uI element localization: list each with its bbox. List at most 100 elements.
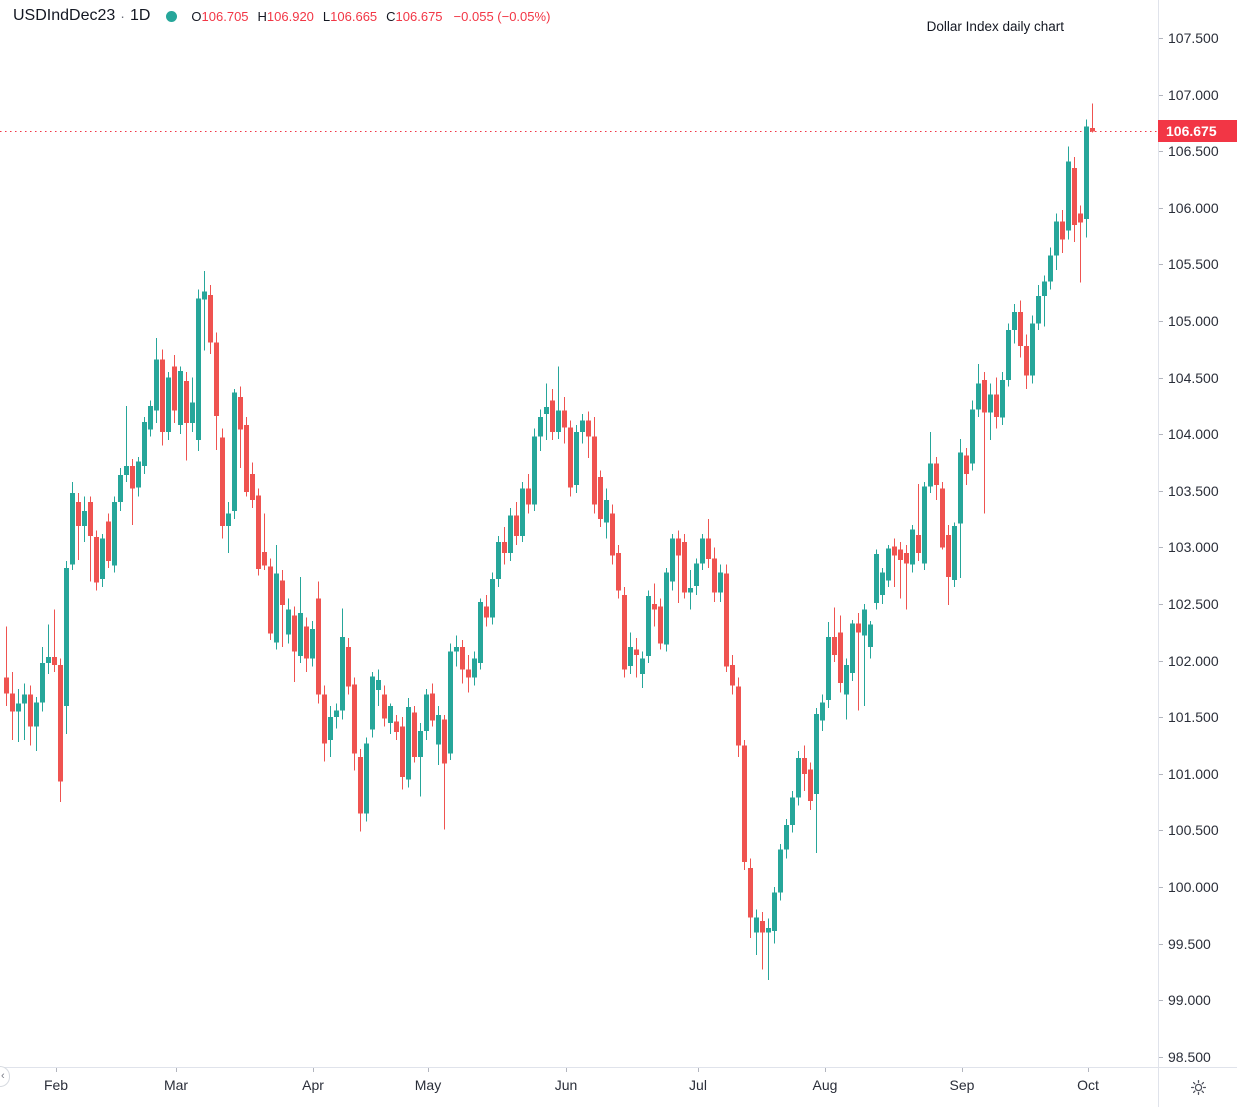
candle <box>526 473 531 514</box>
price-tick-label: 100.000 <box>1168 879 1219 895</box>
candle <box>826 622 831 709</box>
candle <box>76 493 81 560</box>
candle <box>634 638 639 678</box>
candle <box>814 708 819 854</box>
candle <box>730 655 735 695</box>
candle <box>202 271 207 351</box>
candle <box>712 547 717 602</box>
month-label: Sep <box>949 1077 975 1093</box>
candle <box>598 470 603 527</box>
price-tick-label: 106.500 <box>1168 143 1219 159</box>
ohlc-low: L106.665 <box>322 8 378 24</box>
month-label: Apr <box>302 1077 324 1093</box>
candle <box>118 468 123 512</box>
candle <box>184 372 189 461</box>
candle <box>106 513 111 568</box>
candle <box>688 570 693 610</box>
candles-canvas[interactable] <box>0 0 1158 1067</box>
time-tick <box>176 1068 177 1072</box>
candle <box>580 413 585 444</box>
candle <box>586 411 591 458</box>
candle <box>784 819 789 859</box>
candle <box>424 688 429 740</box>
candle <box>508 507 513 561</box>
month-label: Feb <box>43 1077 69 1093</box>
candle <box>352 677 357 771</box>
price-chart-pane[interactable]: USDIndDec23 · 1D O106.705 H106.920 L106.… <box>0 0 1158 1067</box>
candle <box>64 561 69 735</box>
candle <box>754 909 759 955</box>
candle <box>562 396 567 444</box>
timeframe-label[interactable]: 1D <box>129 7 151 24</box>
candle <box>382 685 387 727</box>
candle <box>964 447 969 486</box>
candle <box>904 545 909 610</box>
candle <box>28 685 33 746</box>
price-tick <box>1159 830 1163 831</box>
time-tick <box>1088 1068 1089 1072</box>
candle <box>334 703 339 729</box>
gear-icon[interactable] <box>1188 1078 1208 1098</box>
candle <box>172 355 177 423</box>
price-tick-label: 106.000 <box>1168 200 1219 216</box>
candle <box>394 715 399 740</box>
candle <box>280 570 285 647</box>
candle <box>1024 334 1029 389</box>
month-label: Jul <box>689 1077 707 1093</box>
price-tick <box>1159 95 1163 96</box>
candle <box>112 496 117 573</box>
price-tick <box>1159 208 1163 209</box>
time-axis[interactable]: Feb Mar Apr May Jun Jul Aug Sep Oct <box>0 1067 1158 1107</box>
candle <box>442 715 447 830</box>
candle <box>802 745 807 791</box>
candle <box>892 538 897 587</box>
price-axis[interactable]: 107.500 107.000 106.500 106.000 105.500 105.0… <box>1158 0 1237 1067</box>
candle <box>310 621 315 667</box>
candle <box>22 683 27 740</box>
candle <box>10 671 15 740</box>
price-tick-label: 102.500 <box>1168 596 1219 612</box>
candle <box>856 613 861 711</box>
candle <box>58 658 63 803</box>
candle <box>952 522 957 587</box>
symbol-name[interactable]: USDIndDec23 <box>13 7 116 24</box>
price-tick-label: 104.000 <box>1168 426 1219 442</box>
candle <box>994 377 999 429</box>
candle <box>214 332 219 451</box>
price-tick-label: 99.500 <box>1168 936 1211 952</box>
month-label: Oct <box>1077 1077 1099 1093</box>
price-tick <box>1159 717 1163 718</box>
candle <box>238 386 243 469</box>
candle <box>886 545 891 587</box>
month-label: Aug <box>812 1077 838 1093</box>
price-tick <box>1159 264 1163 265</box>
price-tick-label: 99.000 <box>1168 992 1211 1008</box>
candle <box>532 428 537 512</box>
candle <box>166 372 171 440</box>
candle <box>124 405 129 482</box>
candle <box>1042 275 1047 327</box>
candle <box>250 462 255 508</box>
price-tick-label: 105.500 <box>1168 256 1219 272</box>
candle <box>664 567 669 652</box>
candle <box>364 737 369 822</box>
candle <box>850 619 855 681</box>
price-tick <box>1159 321 1163 322</box>
candle <box>268 558 273 641</box>
candle <box>862 604 867 706</box>
candle <box>274 545 279 650</box>
candle <box>538 409 543 452</box>
candle <box>358 748 363 832</box>
candle <box>742 739 747 870</box>
price-tick-label: 104.500 <box>1168 370 1219 386</box>
price-tick-label: 102.000 <box>1168 653 1219 669</box>
candle <box>682 533 687 599</box>
candle <box>220 428 225 539</box>
price-change: −0.055 (−0.05%) <box>453 8 551 24</box>
candle <box>838 615 843 693</box>
time-tick <box>56 1068 57 1072</box>
candle <box>670 533 675 591</box>
candle <box>934 456 939 500</box>
time-tick <box>962 1068 963 1072</box>
candle <box>718 564 723 602</box>
